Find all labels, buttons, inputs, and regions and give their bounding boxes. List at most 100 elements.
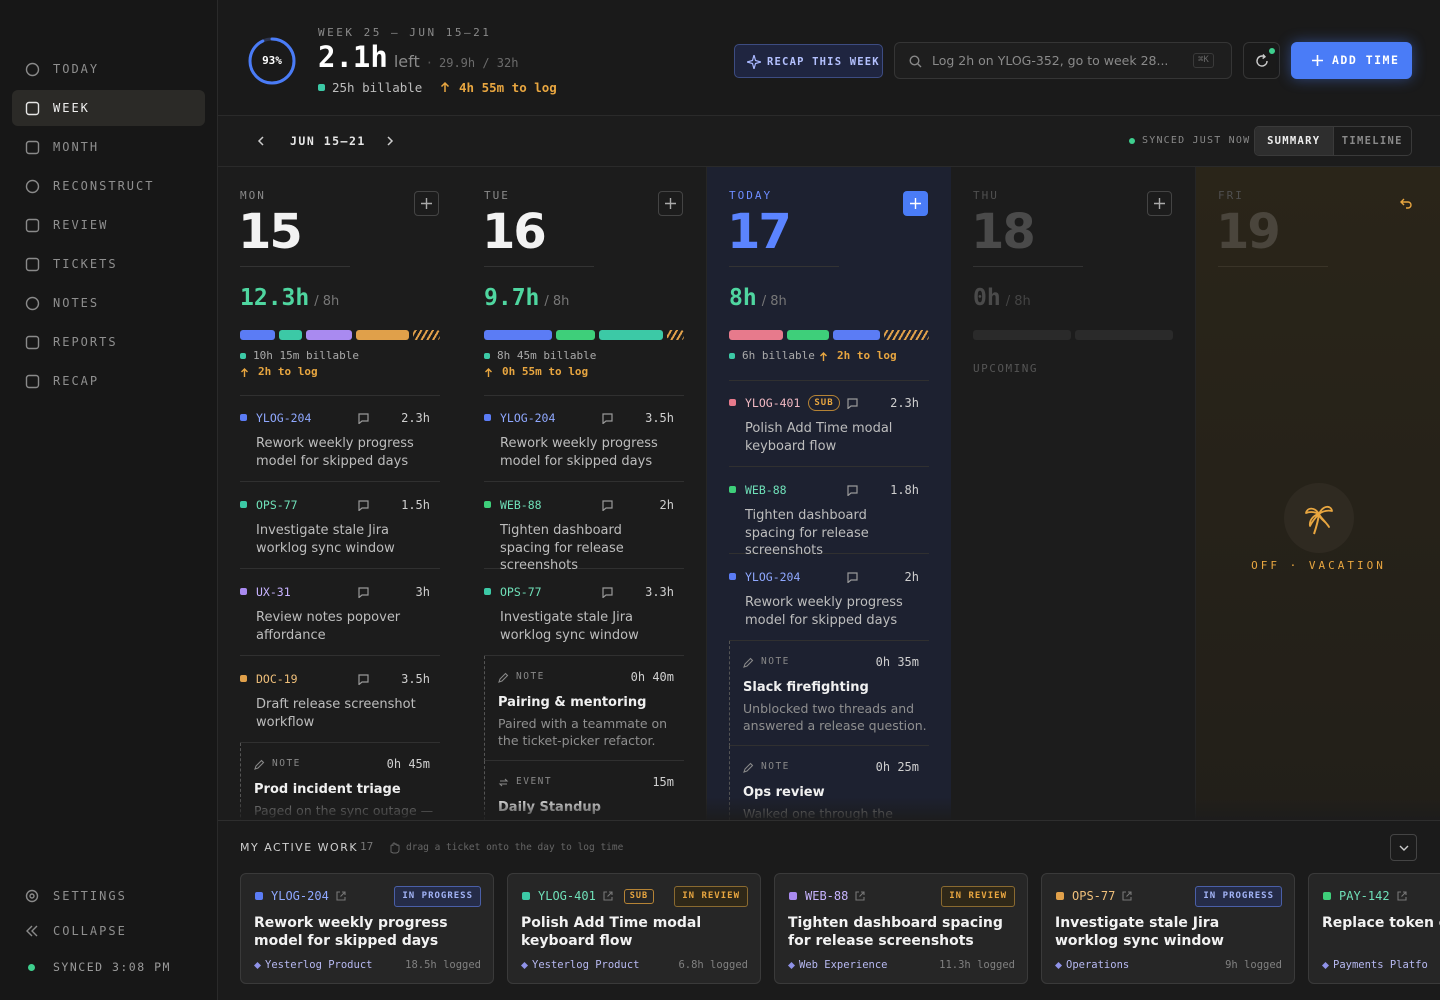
bar-segment-unlogged (666, 330, 684, 340)
hours-left: 2.1h (318, 40, 388, 74)
time-entry[interactable]: WEB-88 1.8h Tighten dashboard spacing for … (729, 467, 929, 558)
project-name: Payments Platfo (1333, 959, 1428, 971)
time-entry[interactable]: OPS-77 3.3h Investigate stale Jira worklog… (484, 569, 684, 656)
comment-icon (358, 674, 369, 685)
refresh-button[interactable] (1243, 42, 1280, 79)
note-entry[interactable]: NOTE 0h 35m Slack firefighting Unblocked tw… (729, 641, 929, 746)
add-entry-button[interactable] (903, 191, 928, 216)
note-entry[interactable]: NOTE 0h 40m Pairing & mentoring Paired with… (484, 656, 684, 761)
nav-item[interactable]: TICKETS (12, 246, 205, 282)
bar-segment (355, 330, 410, 340)
arrow-up (485, 368, 492, 377)
project-name: Operations (1066, 959, 1130, 971)
ticket-key: YLOG-204 (745, 570, 801, 584)
project-name: Yesterlog Product (532, 959, 640, 971)
day-hours-row: 0h / 8h (973, 285, 1031, 315)
day-date: 18 (971, 204, 1036, 260)
recap-label: RECAP THIS WEEK (767, 56, 880, 68)
nav-label: RECONSTRUCT (53, 179, 155, 193)
vacation-label: OFF · VACATION (1251, 559, 1386, 572)
view-tab[interactable]: TIMELINE (1341, 135, 1403, 147)
time-entry[interactable]: YLOG-204 2.3h Rework weekly progress model… (240, 395, 440, 482)
bar-segment (787, 330, 830, 340)
drag-icon (390, 842, 400, 854)
note-kind: NOTE (272, 758, 301, 769)
nav-item[interactable]: NOTES (12, 285, 205, 321)
synced-dot (1129, 138, 1135, 144)
ticket-card[interactable]: YLOG-401 SUB IN REVIEW Polish Add Time moda… (507, 873, 761, 984)
time-entry[interactable]: UX-31 3h Review notes popover affordance (240, 569, 440, 656)
bar-segment-empty (1075, 330, 1173, 340)
time-entry[interactable]: OPS-77 1.5h Investigate stale Jira worklog… (240, 482, 440, 569)
panel-collapse-button[interactable] (1390, 834, 1417, 861)
recap-button[interactable]: RECAP THIS WEEK (734, 44, 883, 78)
sub-badge: SUB (808, 395, 840, 411)
next-week (387, 136, 394, 146)
view-tabs: SUMMARY TIMELINE (1254, 126, 1412, 156)
settings[interactable]: SETTINGS (12, 882, 205, 910)
add-entry-button[interactable] (414, 191, 439, 216)
nav-item[interactable]: MONTH (12, 129, 205, 165)
nav-label: RECAP (53, 374, 100, 388)
time-entry[interactable]: YLOG-204 3.5h Rework weekly progress model… (484, 395, 684, 482)
ticket-row: WEB-88 (500, 497, 542, 513)
ticket-dot (522, 892, 530, 900)
external-link-icon (336, 891, 346, 901)
left-word: left (393, 52, 420, 71)
nav-item[interactable]: REPORTS (12, 324, 205, 360)
collapse[interactable]: COLLAPSE (12, 917, 205, 945)
ticket-row: YLOG-204 (500, 410, 555, 426)
time-entry[interactable]: WEB-88 2h Tighten dashboard spacing for re… (484, 482, 684, 573)
entry-hours: 3.5h (645, 411, 674, 425)
ticket-dot (484, 501, 491, 508)
ticket-card[interactable]: YLOG-204 IN PROGRESS Rework weekly progres… (240, 873, 494, 984)
collapse-icon (26, 925, 38, 937)
nav-item[interactable]: RECAP (12, 363, 205, 399)
add-time-button[interactable]: ADD TIME (1291, 42, 1412, 79)
search-box[interactable]: Log 2h on YLOG-352, go to week 28... ⌘K (894, 42, 1232, 79)
nav-icon (25, 179, 40, 194)
entry-description: Rework weekly progress model for skipped… (256, 436, 414, 469)
synced-label: SYNCED JUST NOW (1142, 135, 1251, 146)
nav-item[interactable]: WEEK (12, 90, 205, 126)
progress-arc (248, 37, 296, 85)
ticket-key: YLOG-401 (538, 889, 596, 903)
vacation-icon (1284, 483, 1354, 553)
view-tab[interactable]: SUMMARY (1255, 127, 1334, 155)
nav-icon (25, 101, 40, 116)
time-entry[interactable]: YLOG-401 SUB 2.3h Polish Add Time modal key… (729, 380, 929, 467)
ticket-card[interactable]: WEB-88 IN REVIEW Tighten dashboard spacing… (774, 873, 1028, 984)
bar-segment-unlogged (884, 330, 929, 340)
logged-hours: 6.8h logged (678, 959, 748, 971)
ticket-card[interactable]: OPS-77 IN PROGRESS Investigate stale Jira … (1041, 873, 1295, 984)
day-hours-row: 12.3h / 8h (240, 285, 339, 315)
time-entry[interactable]: YLOG-204 2h Rework weekly progress model f… (729, 554, 929, 641)
search-icon (909, 55, 922, 68)
ticket-dot (240, 501, 247, 508)
ticket-row: PAY-142 (1339, 888, 1408, 904)
nav-item[interactable]: TODAY (12, 51, 205, 87)
progress-ring (248, 37, 296, 85)
nav-item[interactable]: RECONSTRUCT (12, 168, 205, 204)
add-time-label: ADD TIME (1332, 53, 1400, 67)
comment-icon (847, 398, 858, 409)
panel-title: MY ACTIVE WORK (240, 841, 359, 854)
nav-item[interactable]: REVIEW (12, 207, 205, 243)
nav-icon (25, 374, 40, 389)
card-title: Rework weekly progress model for skipped… (254, 915, 448, 949)
sparkle-icon (747, 55, 761, 69)
ticket-dot (729, 399, 736, 406)
kbd-hint: ⌘K (1193, 53, 1214, 68)
list-divider (240, 395, 440, 396)
add-entry-button[interactable] (1147, 191, 1172, 216)
ticket-card[interactable]: PAY-142 Replace token c Payments Platfo (1308, 873, 1440, 984)
add-entry-button[interactable] (658, 191, 683, 216)
time-entry[interactable]: DOC-19 3.5h Draft release screenshot workf… (240, 656, 440, 743)
grid-fade (218, 797, 1440, 820)
settings-label: SETTINGS (53, 889, 127, 903)
day-hours: 8h (729, 285, 757, 311)
collapse-label: COLLAPSE (53, 924, 127, 938)
day-of-week: THU (973, 189, 999, 202)
bar-segment (729, 330, 784, 340)
ticket-dot (484, 414, 491, 421)
